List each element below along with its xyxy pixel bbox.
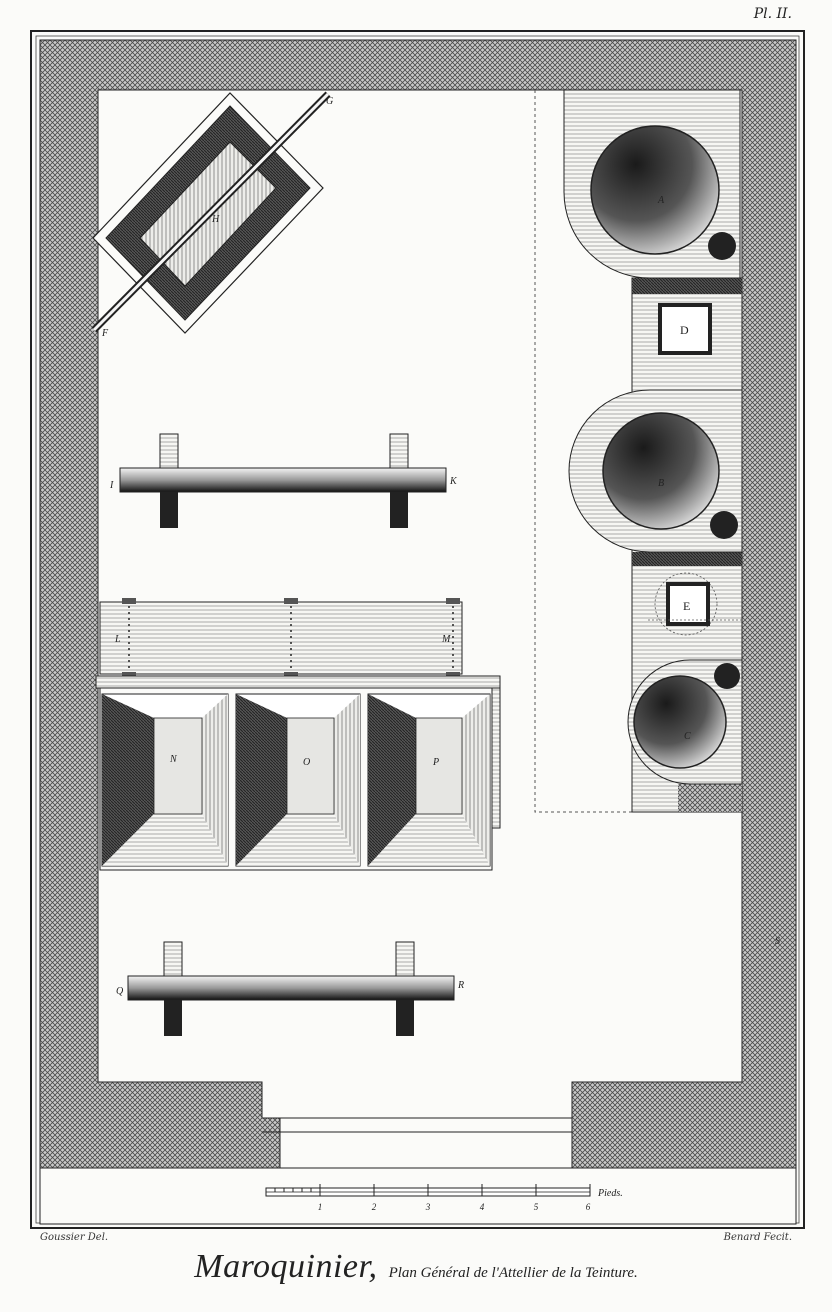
label-l: L xyxy=(114,634,121,645)
tub-o xyxy=(235,693,361,867)
box-d xyxy=(658,303,712,355)
label-h: H xyxy=(211,214,220,225)
scale-mark: 6 xyxy=(586,1202,591,1212)
label-k: K xyxy=(449,476,458,487)
scale-mark: 5 xyxy=(534,1202,539,1212)
plate-subtitle: Plan Général de l'Attellier de la Teintu… xyxy=(388,1265,638,1281)
title-block: Maroquinier, Plan Général de l'Attellier… xyxy=(0,1248,832,1286)
label-d: D xyxy=(680,323,689,337)
plate-title: Maroquinier, xyxy=(194,1248,378,1285)
doorway xyxy=(279,1117,573,1169)
label-i: I xyxy=(109,480,114,491)
label-a: A xyxy=(657,195,665,206)
label-r: R xyxy=(457,980,464,991)
plate-number: Pl. II. xyxy=(753,6,792,22)
scale-mark: 4 xyxy=(480,1202,485,1212)
beam-ik xyxy=(119,433,447,528)
tub-p xyxy=(367,693,491,867)
beam-qr xyxy=(127,941,455,1036)
vat-b xyxy=(602,412,720,530)
scale-mark: 3 xyxy=(425,1202,431,1212)
label-n: N xyxy=(169,754,178,765)
label-b: B xyxy=(658,478,664,489)
credit-drawn-by: Goussier Del. xyxy=(40,1232,109,1243)
vat-c xyxy=(633,675,727,769)
vent-b xyxy=(710,511,738,539)
label-s: S xyxy=(775,936,780,947)
rotated-vat-h xyxy=(91,91,331,334)
label-p: P xyxy=(432,757,439,768)
vat-a xyxy=(590,125,720,255)
scale-mark: 2 xyxy=(372,1202,377,1212)
label-e: E xyxy=(683,599,690,613)
credit-engraved-by: Benard Fecit. xyxy=(723,1232,792,1243)
label-c: C xyxy=(684,731,691,742)
label-o: O xyxy=(303,757,310,768)
scale-unit: Pieds. xyxy=(597,1188,623,1199)
furnace-block xyxy=(563,89,743,813)
plank-lm xyxy=(99,598,463,678)
label-f: F xyxy=(101,328,109,339)
label-m: M xyxy=(441,634,451,645)
label-q: Q xyxy=(116,986,124,997)
scale-mark: 1 xyxy=(318,1202,323,1212)
box-e xyxy=(666,582,710,626)
vent-c xyxy=(714,663,740,689)
scale-bar: 1 2 3 4 5 6 Pieds. xyxy=(265,1184,623,1212)
tub-n xyxy=(101,693,229,867)
label-g: G xyxy=(326,96,333,107)
vent-a xyxy=(708,232,736,260)
